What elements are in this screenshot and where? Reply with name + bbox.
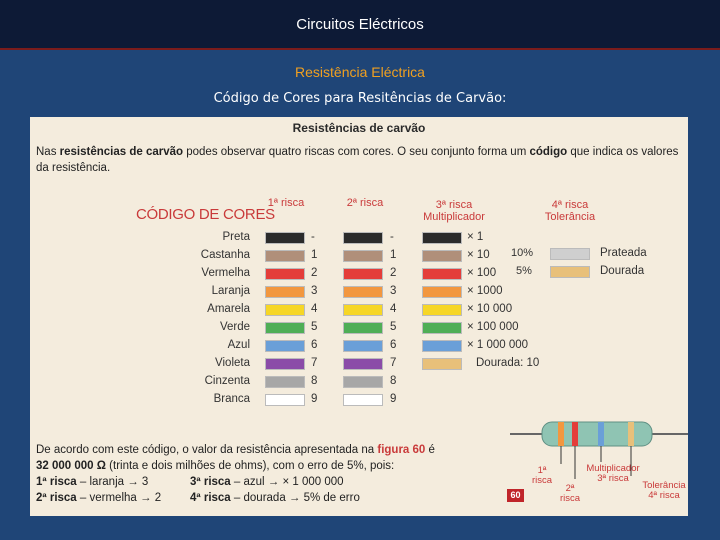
value-band2-6: 6: [390, 339, 397, 351]
col-header-1: 1ª risca: [267, 197, 305, 209]
resistor-label-4: Tolerância 4ª risca: [642, 480, 686, 501]
swatch-mult-dourada: [422, 358, 462, 370]
tolerance-name-0: Prateada: [600, 247, 647, 259]
col-header-3: 3ª risca Multiplicador: [423, 199, 485, 223]
value-band1-4: 4: [311, 303, 318, 315]
swatch-band1-8: [265, 376, 305, 388]
swatch-mult-6: [422, 340, 462, 352]
value-band2-4: 4: [390, 303, 397, 315]
value-band2-9: 9: [390, 393, 397, 405]
tolerance-swatch-0: [550, 248, 590, 260]
multiplier-3: × 1000: [467, 285, 503, 297]
swatch-band1-5: [265, 322, 305, 334]
color-name-4: Amarela: [207, 303, 250, 315]
swatch-mult-1: [422, 250, 462, 262]
value-band2-8: 8: [390, 375, 397, 387]
color-name-5: Verde: [219, 321, 250, 333]
multiplier-6: × 1 000 000: [467, 339, 529, 351]
swatch-mult-3: [422, 286, 462, 298]
value-band2-7: 7: [390, 357, 397, 369]
tolerance-name-1: Dourada: [600, 265, 645, 277]
figure-number-badge: 60: [507, 489, 524, 502]
swatch-band2-5: [343, 322, 383, 334]
slide-heading: Código de Cores para Resitências de Carv…: [213, 91, 507, 106]
swatch-band1-7: [265, 358, 305, 370]
value-band1-6: 6: [311, 339, 318, 351]
resistor-label-3: Multiplicador 3ª risca: [586, 463, 640, 484]
resistor-figure: 1ª risca 2ª risca Multiplicador 3ª risca…: [510, 414, 688, 514]
value-band1-7: 7: [311, 357, 318, 369]
swatch-mult-0: [422, 232, 462, 244]
value-band2-5: 5: [390, 321, 397, 333]
swatch-band2-9: [343, 394, 383, 406]
tolerance-pct-1: 5%: [516, 265, 532, 277]
value-band1-1: 1: [311, 249, 318, 261]
swatch-band1-2: [265, 268, 305, 280]
swatch-band1-3: [265, 286, 305, 298]
codigo-label: CÓDIGO DE CORES: [136, 206, 275, 223]
tolerance-pct-0: 10%: [511, 247, 534, 259]
value-band2-3: 3: [390, 285, 397, 297]
value-band1-0: -: [311, 231, 315, 243]
multiplier-4: × 10 000: [467, 303, 513, 315]
swatch-band2-0: [343, 232, 383, 244]
tolerance-swatch-1: [550, 266, 590, 278]
page-title: Circuitos Eléctricos: [296, 15, 424, 33]
swatch-band1-6: [265, 340, 305, 352]
value-band2-0: -: [390, 231, 394, 243]
col-header-4: 4ª risca Tolerância: [544, 199, 596, 223]
multiplier-5: × 100 000: [467, 321, 519, 333]
resistor-label-2: 2ª risca: [559, 483, 581, 504]
swatch-band2-4: [343, 304, 383, 316]
swatch-mult-5: [422, 322, 462, 334]
swatch-band2-8: [343, 376, 383, 388]
explanation-text: De acordo com este código, o valor da re…: [36, 444, 435, 504]
slide-subtitle: Resistência Eléctrica: [295, 64, 425, 80]
panel-title: Resistências de carvão: [292, 121, 426, 135]
multiplier-0: × 1: [467, 231, 484, 243]
swatch-band2-2: [343, 268, 383, 280]
value-band1-9: 9: [311, 393, 318, 405]
resistor-label-1: 1ª risca: [531, 465, 553, 486]
color-name-2: Vermelha: [201, 267, 250, 279]
color-name-3: Laranja: [211, 285, 250, 297]
color-name-6: Azul: [227, 339, 250, 351]
value-band2-2: 2: [390, 267, 397, 279]
value-band1-2: 2: [311, 267, 318, 279]
color-name-7: Violeta: [215, 357, 250, 369]
swatch-band1-0: [265, 232, 305, 244]
swatch-band2-7: [343, 358, 383, 370]
title-bar: Circuitos Eléctricos: [0, 0, 720, 50]
value-band1-5: 5: [311, 321, 318, 333]
resistor-drawing: [510, 421, 688, 479]
swatch-mult-4: [422, 304, 462, 316]
swatch-mult-2: [422, 268, 462, 280]
multiplier-dourada: Dourada: 10: [476, 357, 540, 369]
color-name-1: Castanha: [200, 249, 250, 261]
color-name-9: Branca: [213, 393, 250, 405]
intro-text: Nas resistências de carvão podes observa…: [36, 146, 679, 174]
swatch-band1-1: [265, 250, 305, 262]
content-panel: Resistências de carvão Nas resistências …: [30, 117, 688, 516]
color-name-0: Preta: [222, 231, 251, 243]
swatch-band2-1: [343, 250, 383, 262]
color-name-8: Cinzenta: [204, 375, 250, 387]
value-band2-1: 1: [390, 249, 397, 261]
value-band1-3: 3: [311, 285, 318, 297]
multiplier-2: × 100: [467, 267, 497, 279]
swatch-band2-3: [343, 286, 383, 298]
multiplier-1: × 10: [467, 249, 490, 261]
col-header-2: 2ª risca: [346, 197, 384, 209]
swatch-band1-9: [265, 394, 305, 406]
swatch-band2-6: [343, 340, 383, 352]
value-band1-8: 8: [311, 375, 318, 387]
swatch-band1-4: [265, 304, 305, 316]
